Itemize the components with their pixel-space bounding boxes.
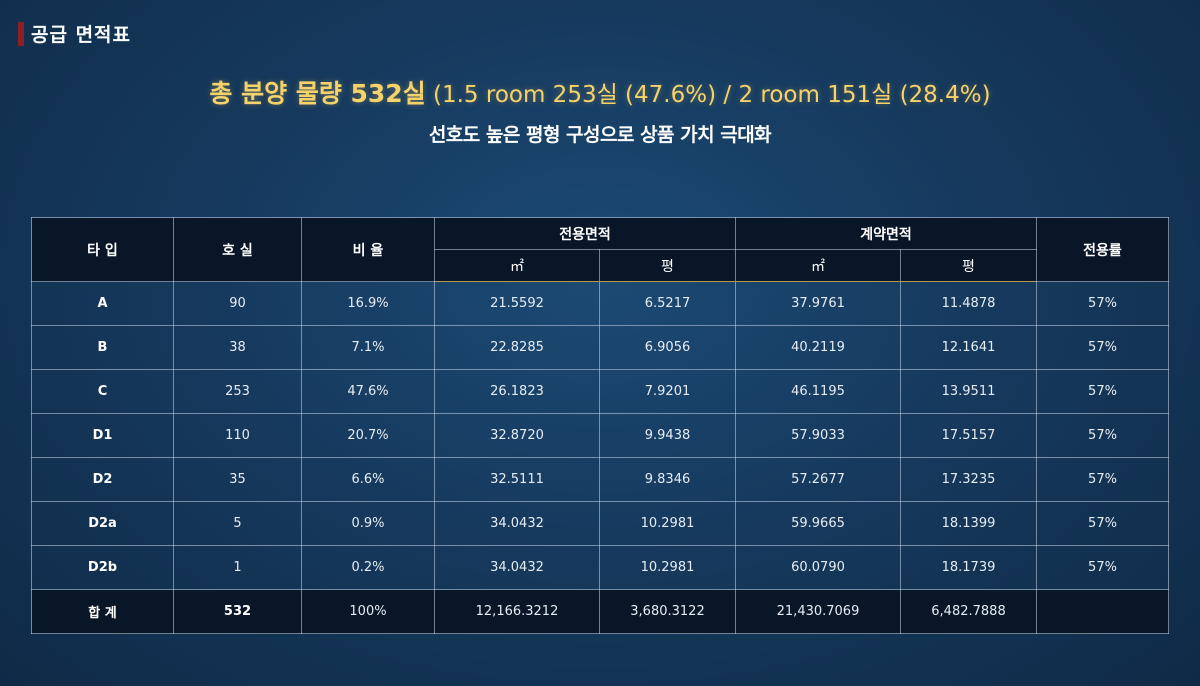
cell-type: C bbox=[31, 369, 174, 414]
cell-units: 38 bbox=[173, 325, 302, 370]
cell-units: 5 bbox=[173, 501, 302, 546]
table-row: D1 110 20.7% 32.8720 9.9438 57.9033 17.5… bbox=[31, 413, 1169, 458]
total-contract-pyeong: 6,482.7888 bbox=[900, 589, 1037, 634]
total-ratio: 100% bbox=[301, 589, 435, 634]
cell-exclusive-rate: 57% bbox=[1036, 457, 1169, 502]
cell-contract-sqm: 59.9665 bbox=[735, 501, 901, 546]
cell-exclusive-sqm: 34.0432 bbox=[434, 501, 600, 546]
cell-exclusive-rate: 57% bbox=[1036, 325, 1169, 370]
cell-exclusive-pyeong: 6.9056 bbox=[599, 325, 736, 370]
total-units: 532 bbox=[173, 589, 302, 634]
cell-units: 110 bbox=[173, 413, 302, 458]
header-units: 호 실 bbox=[173, 217, 302, 282]
cell-exclusive-sqm: 26.1823 bbox=[434, 369, 600, 414]
cell-units: 90 bbox=[173, 281, 302, 326]
cell-exclusive-rate: 57% bbox=[1036, 413, 1169, 458]
cell-contract-sqm: 57.9033 bbox=[735, 413, 901, 458]
cell-contract-pyeong: 11.4878 bbox=[900, 281, 1037, 326]
cell-ratio: 20.7% bbox=[301, 413, 435, 458]
cell-contract-sqm: 60.0790 bbox=[735, 545, 901, 590]
cell-exclusive-pyeong: 7.9201 bbox=[599, 369, 736, 414]
total-exclusive-pyeong: 3,680.3122 bbox=[599, 589, 736, 634]
supply-area-table: 타 입 호 실 비 율 전용면적 계약면적 전용률 ㎡ 평 ㎡ 평 A 90 1… bbox=[31, 217, 1169, 634]
table-row: C 253 47.6% 26.1823 7.9201 46.1195 13.95… bbox=[31, 369, 1169, 414]
table-row: D2a 5 0.9% 34.0432 10.2981 59.9665 18.13… bbox=[31, 501, 1169, 546]
cell-ratio: 0.9% bbox=[301, 501, 435, 546]
cell-units: 1 bbox=[173, 545, 302, 590]
cell-ratio: 16.9% bbox=[301, 281, 435, 326]
table-total-row: 합 계 532 100% 12,166.3212 3,680.3122 21,4… bbox=[31, 589, 1169, 634]
cell-contract-sqm: 46.1195 bbox=[735, 369, 901, 414]
headline: 총 분양 물량 532실 (1.5 room 253실 (47.6%) / 2 … bbox=[0, 74, 1200, 110]
cell-exclusive-pyeong: 10.2981 bbox=[599, 501, 736, 546]
cell-contract-pyeong: 17.5157 bbox=[900, 413, 1037, 458]
table-row: D2 35 6.6% 32.5111 9.8346 57.2677 17.323… bbox=[31, 457, 1169, 502]
header-ratio: 비 율 bbox=[301, 217, 435, 282]
subheadline: 선호도 높은 평형 구성으로 상품 가치 극대화 bbox=[428, 124, 772, 146]
header-exclusive-area: 전용면적 bbox=[434, 217, 736, 250]
cell-exclusive-rate: 57% bbox=[1036, 501, 1169, 546]
cell-exclusive-rate: 57% bbox=[1036, 369, 1169, 414]
cell-units: 253 bbox=[173, 369, 302, 414]
total-exclusive-rate bbox=[1036, 589, 1169, 634]
header-contract-area: 계약면적 bbox=[735, 217, 1037, 250]
cell-exclusive-sqm: 34.0432 bbox=[434, 545, 600, 590]
cell-contract-pyeong: 17.3235 bbox=[900, 457, 1037, 502]
cell-ratio: 47.6% bbox=[301, 369, 435, 414]
cell-exclusive-sqm: 32.5111 bbox=[434, 457, 600, 502]
header-type: 타 입 bbox=[31, 217, 174, 282]
cell-units: 35 bbox=[173, 457, 302, 502]
total-contract-sqm: 21,430.7069 bbox=[735, 589, 901, 634]
total-label: 합 계 bbox=[31, 589, 174, 634]
cell-exclusive-sqm: 21.5592 bbox=[434, 281, 600, 326]
table-row: D2b 1 0.2% 34.0432 10.2981 60.0790 18.17… bbox=[31, 545, 1169, 590]
header-exclusive-rate: 전용률 bbox=[1036, 217, 1169, 282]
cell-ratio: 0.2% bbox=[301, 545, 435, 590]
header-contract-pyeong: 평 bbox=[900, 249, 1037, 282]
section-title: 공급 면적표 bbox=[31, 24, 132, 46]
cell-contract-pyeong: 18.1739 bbox=[900, 545, 1037, 590]
table-row: B 38 7.1% 22.8285 6.9056 40.2119 12.1641… bbox=[31, 325, 1169, 370]
header-exclusive-sqm: ㎡ bbox=[434, 249, 600, 282]
cell-exclusive-pyeong: 10.2981 bbox=[599, 545, 736, 590]
cell-exclusive-rate: 57% bbox=[1036, 545, 1169, 590]
cell-contract-pyeong: 13.9511 bbox=[900, 369, 1037, 414]
table-row: A 90 16.9% 21.5592 6.5217 37.9761 11.487… bbox=[31, 281, 1169, 326]
cell-ratio: 7.1% bbox=[301, 325, 435, 370]
cell-exclusive-pyeong: 9.8346 bbox=[599, 457, 736, 502]
cell-exclusive-sqm: 32.8720 bbox=[434, 413, 600, 458]
cell-exclusive-pyeong: 9.9438 bbox=[599, 413, 736, 458]
headline-main: 총 분양 물량 532실 bbox=[209, 79, 426, 108]
headline-detail: (1.5 room 253실 (47.6%) / 2 room 151실 (28… bbox=[425, 82, 991, 108]
cell-ratio: 6.6% bbox=[301, 457, 435, 502]
section-marker bbox=[18, 21, 24, 46]
cell-type: D2 bbox=[31, 457, 174, 502]
cell-type: A bbox=[31, 281, 174, 326]
header-exclusive-pyeong: 평 bbox=[599, 249, 736, 282]
cell-contract-pyeong: 12.1641 bbox=[900, 325, 1037, 370]
cell-exclusive-rate: 57% bbox=[1036, 281, 1169, 326]
total-exclusive-sqm: 12,166.3212 bbox=[434, 589, 600, 634]
cell-contract-pyeong: 18.1399 bbox=[900, 501, 1037, 546]
cell-contract-sqm: 57.2677 bbox=[735, 457, 901, 502]
cell-type: D1 bbox=[31, 413, 174, 458]
cell-contract-sqm: 37.9761 bbox=[735, 281, 901, 326]
section-header: 공급 면적표 bbox=[18, 20, 131, 47]
cell-type: D2a bbox=[31, 501, 174, 546]
cell-contract-sqm: 40.2119 bbox=[735, 325, 901, 370]
header-contract-sqm: ㎡ bbox=[735, 249, 901, 282]
cell-exclusive-pyeong: 6.5217 bbox=[599, 281, 736, 326]
cell-type: B bbox=[31, 325, 174, 370]
cell-exclusive-sqm: 22.8285 bbox=[434, 325, 600, 370]
cell-type: D2b bbox=[31, 545, 174, 590]
